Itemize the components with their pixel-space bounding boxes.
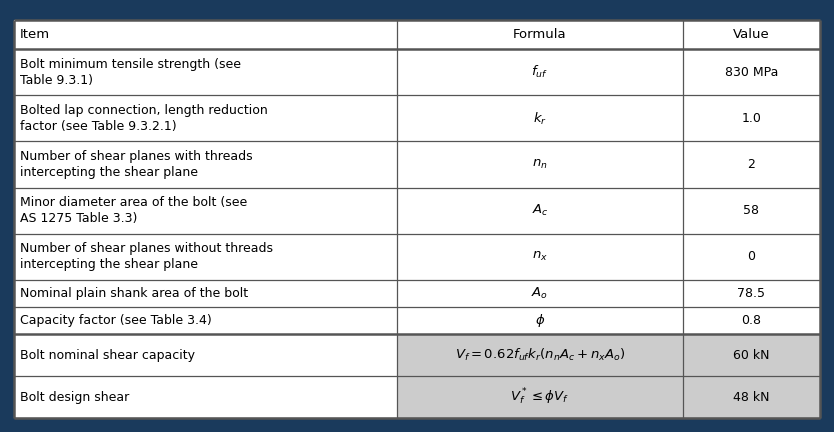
Text: 0: 0 <box>747 250 756 263</box>
Text: Number of shear planes without threads
intercepting the shear plane: Number of shear planes without threads i… <box>20 242 273 271</box>
Text: $f_{uf}$: $f_{uf}$ <box>531 64 549 80</box>
Text: Item: Item <box>20 28 50 41</box>
Text: 1.0: 1.0 <box>741 112 761 125</box>
Text: $V_f^* \leq \phi V_f$: $V_f^* \leq \phi V_f$ <box>510 387 570 407</box>
Text: $n_n$: $n_n$ <box>532 158 548 171</box>
Text: Bolt nominal shear capacity: Bolt nominal shear capacity <box>20 349 195 362</box>
Text: Bolt design shear: Bolt design shear <box>20 391 129 403</box>
Text: $A_o$: $A_o$ <box>531 286 549 301</box>
Text: Formula: Formula <box>513 28 567 41</box>
Text: 2: 2 <box>747 158 756 171</box>
Text: $V_f = 0.62 f_{uf} k_r \left(n_n A_c + n_x A_o\right)$: $V_f = 0.62 f_{uf} k_r \left(n_n A_c + n… <box>455 347 626 363</box>
Text: $k_r$: $k_r$ <box>533 111 547 127</box>
Text: Value: Value <box>733 28 770 41</box>
Text: Bolted lap connection, length reduction
factor (see Table 9.3.2.1): Bolted lap connection, length reduction … <box>20 104 268 133</box>
Text: 78.5: 78.5 <box>737 287 766 300</box>
Text: $\phi$: $\phi$ <box>535 312 545 329</box>
Text: $n_x$: $n_x$ <box>532 250 548 263</box>
Text: Minor diameter area of the bolt (see
AS 1275 Table 3.3): Minor diameter area of the bolt (see AS … <box>20 196 247 226</box>
Text: Bolt minimum tensile strength (see
Table 9.3.1): Bolt minimum tensile strength (see Table… <box>20 57 241 87</box>
Bar <box>397 334 820 376</box>
Text: 830 MPa: 830 MPa <box>725 66 778 79</box>
Text: 48 kN: 48 kN <box>733 391 770 403</box>
Text: Capacity factor (see Table 3.4): Capacity factor (see Table 3.4) <box>20 314 212 327</box>
Bar <box>397 376 820 418</box>
Text: Nominal plain shank area of the bolt: Nominal plain shank area of the bolt <box>20 287 249 300</box>
Text: 60 kN: 60 kN <box>733 349 770 362</box>
Text: $A_c$: $A_c$ <box>531 203 548 218</box>
Text: 0.8: 0.8 <box>741 314 761 327</box>
Text: Number of shear planes with threads
intercepting the shear plane: Number of shear planes with threads inte… <box>20 150 253 179</box>
Text: 58: 58 <box>743 204 760 217</box>
